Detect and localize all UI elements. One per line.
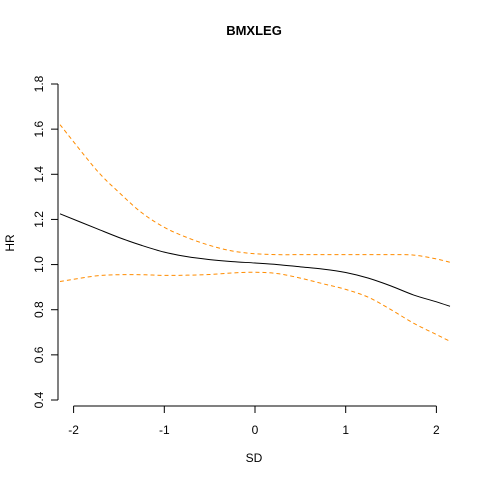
- x-axis-title: SD: [246, 451, 263, 465]
- x-tick-label: -1: [159, 423, 170, 437]
- y-tick-label: 1.2: [32, 211, 46, 228]
- y-tick-label: 1.6: [32, 120, 46, 137]
- x-tick-label: 2: [433, 423, 440, 437]
- y-tick-label: 1.8: [32, 75, 46, 92]
- y-tick-label: 0.4: [32, 391, 46, 408]
- x-tick-label: 1: [342, 423, 349, 437]
- chart-title: BMXLEG: [226, 23, 282, 38]
- upper-ci-line: [59, 124, 451, 263]
- x-tick-label: -2: [68, 423, 79, 437]
- x-axis: -2 -1 0 1 2: [68, 405, 440, 437]
- y-tick-label: 1.4: [32, 166, 46, 183]
- y-tick-label: 0.8: [32, 301, 46, 318]
- y-axis: 0.4 0.6 0.8 1.0 1.2 1.4 1.6 1.8: [32, 75, 59, 408]
- x-tick-label: 0: [252, 423, 259, 437]
- series-layer: [59, 124, 451, 342]
- y-tick-label: 0.6: [32, 346, 46, 363]
- y-tick-label: 1.0: [32, 256, 46, 273]
- lower-ci-line: [59, 271, 451, 342]
- estimate-line: [59, 213, 451, 307]
- y-axis-title: HR: [3, 234, 17, 252]
